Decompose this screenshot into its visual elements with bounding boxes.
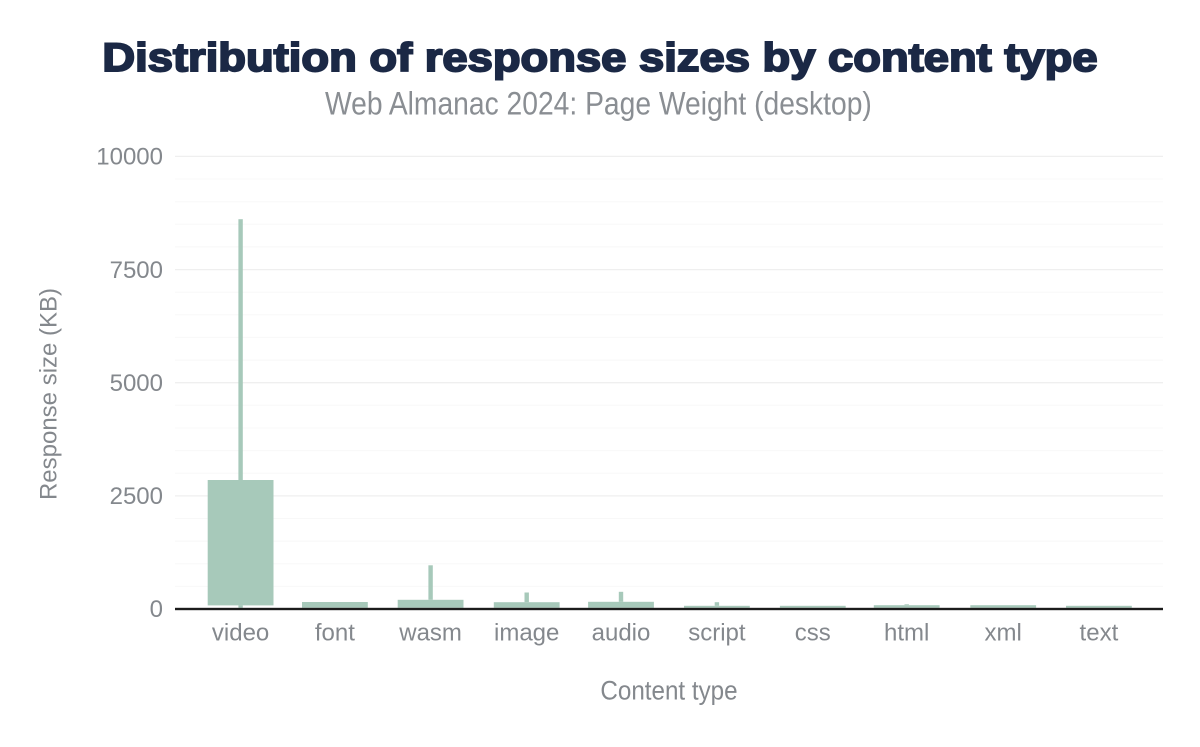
svg-text:css: css	[795, 620, 831, 647]
svg-text:Web Almanac 2024: Page Weight: Web Almanac 2024: Page Weight (desktop)	[325, 87, 872, 122]
svg-text:script: script	[688, 620, 746, 647]
svg-text:Distribution of response sizes: Distribution of response sizes by conten…	[102, 35, 1097, 80]
svg-text:html: html	[884, 620, 929, 647]
svg-text:image: image	[494, 620, 559, 647]
svg-text:5000: 5000	[110, 370, 163, 397]
svg-text:audio: audio	[592, 620, 651, 647]
svg-text:font: font	[315, 620, 355, 647]
svg-text:0: 0	[150, 596, 163, 623]
svg-text:2500: 2500	[110, 483, 163, 510]
svg-text:xml: xml	[985, 620, 1022, 647]
svg-text:Response size (KB): Response size (KB)	[35, 288, 62, 500]
svg-text:video: video	[212, 620, 269, 647]
svg-text:Content type: Content type	[600, 676, 737, 705]
svg-text:wasm: wasm	[398, 620, 462, 647]
svg-text:7500: 7500	[110, 257, 163, 284]
svg-text:10000: 10000	[96, 144, 163, 171]
svg-text:text: text	[1080, 620, 1119, 647]
